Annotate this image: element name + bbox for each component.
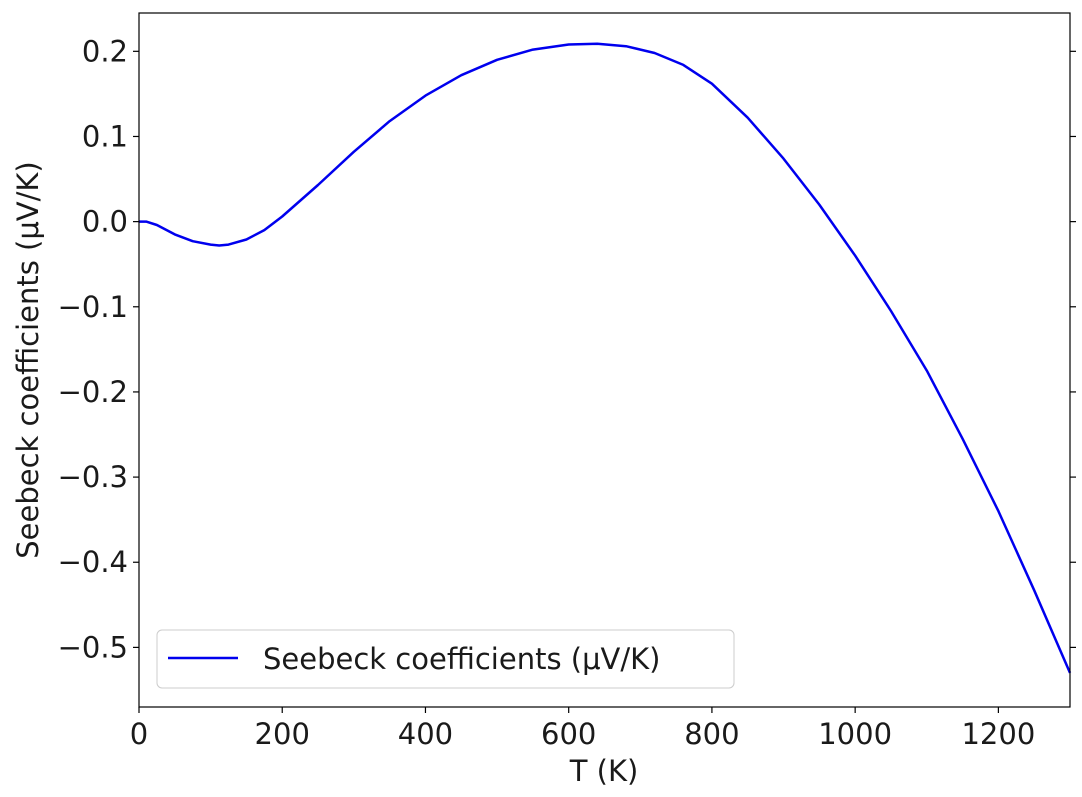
legend-box	[156, 629, 735, 689]
y-tick-label: 0.0	[82, 205, 128, 239]
x-tick-label: 0	[130, 717, 148, 751]
y-tick-label: 0.2	[82, 34, 128, 68]
axis-ticks	[133, 50, 1076, 713]
y-tick-label: −0.5	[58, 630, 128, 664]
y-tick-label: −0.1	[58, 290, 128, 324]
axis-tick-labels: 0 200 400 600 800 1000 1200 0.2 0.1 0.0 −0.1 −0.2 −0…	[58, 34, 1036, 751]
x-tick-label: 800	[684, 717, 739, 751]
x-axis-label: T (K)	[569, 754, 639, 788]
plot-background	[139, 13, 1070, 707]
y-tick-label: 0.1	[82, 119, 128, 153]
x-tick-label: 1000	[818, 717, 892, 751]
x-tick-label: 400	[398, 717, 453, 751]
plot-frame	[138, 12, 1071, 708]
series-line-seebeck	[139, 42, 1072, 674]
y-tick-label: −0.3	[58, 460, 128, 494]
x-tick-label: 1200	[961, 717, 1035, 751]
x-tick-label: 600	[541, 717, 596, 751]
y-tick-label: −0.2	[58, 375, 128, 409]
legend-label-seebeck: Seebeck coefficients (μV/K)	[263, 642, 661, 676]
legend: Seebeck coefficients (μV/K)	[156, 629, 735, 689]
x-tick-label: 200	[255, 717, 310, 751]
y-tick-label: −0.4	[58, 545, 128, 579]
y-axis-label: Seebeck coefficients (μV/K)	[11, 161, 45, 559]
